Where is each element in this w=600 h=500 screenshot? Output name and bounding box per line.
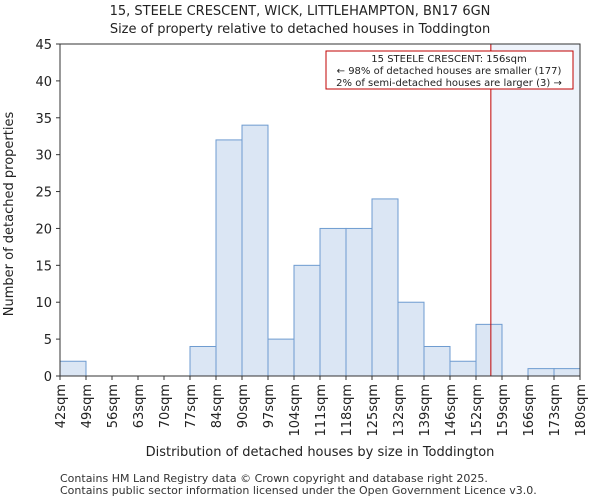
bar-104sqm — [293, 264, 321, 377]
y-tick-label-0: 0 — [44, 370, 52, 385]
x-tick-label-132sqm: 132sqm — [392, 384, 407, 437]
x-tick-label-146sqm: 146sqm — [444, 384, 459, 437]
y-tick-label-25: 25 — [35, 186, 52, 201]
annotation-box: 15 STEELE CRESCENT: 156sqm ← 98% of deta… — [325, 50, 574, 90]
y-tick-label-5: 5 — [44, 333, 52, 348]
y-tick-label-35: 35 — [35, 112, 52, 127]
x-tick-label-180sqm: 180sqm — [574, 384, 589, 437]
y-axis-label: Number of detached properties — [2, 112, 17, 317]
bar-84sqm — [215, 139, 243, 377]
x-tick-label-159sqm: 159sqm — [496, 384, 511, 437]
x-tick-label-111sqm: 111sqm — [314, 384, 329, 437]
annotation-line-2: ← 98% of detached houses are smaller (17… — [337, 66, 562, 77]
bar-139sqm — [423, 345, 451, 377]
x-tick-label-125sqm: 125sqm — [366, 384, 381, 437]
bar-77sqm — [189, 345, 217, 377]
y-tick-label-10: 10 — [35, 296, 52, 311]
bar-118sqm — [345, 227, 373, 377]
x-tick-label-84sqm: 84sqm — [210, 384, 225, 428]
y-tick-label-20: 20 — [35, 222, 52, 237]
x-tick-label-139sqm: 139sqm — [418, 384, 433, 437]
y-tick-label-30: 30 — [35, 149, 52, 164]
x-tick-label-42sqm: 42sqm — [54, 384, 69, 428]
x-tick-label-97sqm: 97sqm — [262, 384, 277, 428]
x-axis-ticks: 42sqm 49sqm 56sqm 63sqm 70sqm 77sqm 84sqm 90sqm… — [54, 376, 589, 437]
annotation-frame — [325, 50, 574, 90]
x-tick-label-104sqm: 104sqm — [288, 384, 303, 437]
y-tick-label-40: 40 — [35, 75, 52, 90]
bars-group — [59, 124, 581, 377]
x-tick-label-173sqm: 173sqm — [548, 384, 563, 437]
x-tick-label-152sqm: 152sqm — [470, 384, 485, 437]
x-tick-label-70sqm: 70sqm — [158, 384, 173, 428]
chart-subtitle: Size of property relative to detached ho… — [110, 22, 490, 37]
bar-125sqm — [371, 198, 399, 377]
footer-line-1: Contains HM Land Registry data © Crown c… — [60, 472, 488, 485]
x-axis-label: Distribution of detached houses by size … — [146, 445, 495, 460]
x-tick-label-56sqm: 56sqm — [106, 384, 121, 428]
annotation-line-3: 2% of semi-detached houses are larger (3… — [336, 78, 562, 89]
larger-region-highlight — [490, 44, 580, 376]
bar-90sqm — [241, 124, 269, 377]
bar-132sqm — [397, 301, 425, 377]
x-tick-label-166sqm: 166sqm — [522, 384, 537, 437]
bar-173sqm — [553, 368, 581, 377]
x-tick-label-90sqm: 90sqm — [236, 384, 251, 428]
chart-title: 15, STEELE CRESCENT, WICK, LITTLEHAMPTON… — [110, 4, 491, 19]
x-tick-label-77sqm: 77sqm — [184, 384, 199, 428]
y-tick-label-45: 45 — [35, 38, 52, 53]
bar-166sqm — [527, 368, 555, 377]
bar-146sqm — [449, 360, 477, 377]
y-tick-label-15: 15 — [35, 259, 52, 274]
x-tick-label-63sqm: 63sqm — [132, 384, 147, 428]
x-tick-label-49sqm: 49sqm — [80, 384, 95, 428]
x-tick-label-118sqm: 118sqm — [340, 384, 355, 437]
bar-152sqm — [475, 323, 503, 377]
footer-line-2: Contains public sector information licen… — [60, 484, 537, 497]
bar-42sqm — [59, 360, 87, 377]
bar-97sqm — [267, 338, 295, 377]
annotation-line-1: 15 STEELE CRESCENT: 156sqm — [371, 54, 526, 65]
y-axis-ticks: 0 5 10 15 20 25 30 35 40 45 — [35, 38, 60, 385]
bar-111sqm — [319, 227, 347, 377]
